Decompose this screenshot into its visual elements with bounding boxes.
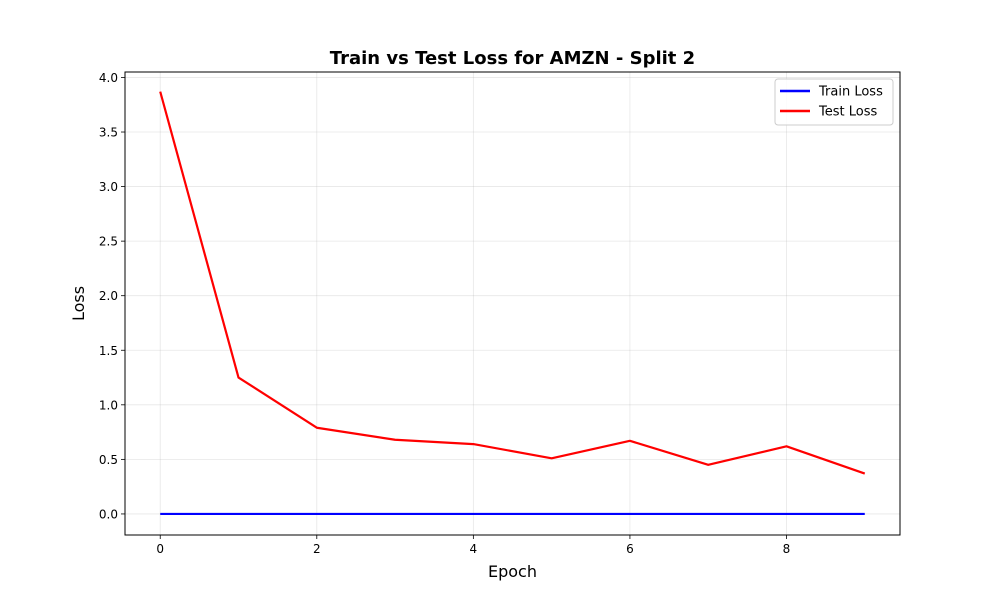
y-tick-label: 1.5: [99, 344, 118, 358]
y-tick-label: 2.5: [99, 235, 118, 249]
y-tick-label: 3.5: [99, 126, 118, 140]
y-tick-label: 3.0: [99, 180, 118, 194]
y-tick-label: 1.0: [99, 398, 118, 412]
y-tick-label: 0.0: [99, 507, 118, 521]
x-axis: 0 2 4 6 8: [156, 535, 790, 556]
y-axis: 0.0 0.5 1.0 1.5 2.0 2.5 3.0 3.5 4.0: [99, 71, 125, 521]
legend-label-train-loss: Train Loss: [818, 85, 883, 100]
legend-label-test-loss: Test Loss: [818, 105, 877, 120]
y-tick-label: 2.0: [99, 289, 118, 303]
plot-area-frame: [124, 71, 901, 536]
x-tick-label: 4: [470, 542, 478, 556]
y-tick-label: 0.5: [99, 453, 118, 467]
grid: [125, 72, 900, 535]
x-axis-label: Epoch: [488, 562, 537, 581]
chart-title: Train vs Test Loss for AMZN - Split 2: [330, 48, 695, 69]
x-tick-label: 6: [626, 542, 634, 556]
x-tick-label: 0: [156, 542, 164, 556]
legend: Train Loss Test Loss: [774, 78, 894, 126]
series-lines: [159, 91, 866, 516]
y-tick-label: 4.0: [99, 71, 118, 85]
x-tick-label: 2: [313, 542, 321, 556]
series-line-test-loss: [159, 91, 866, 475]
y-axis-label: Loss: [69, 286, 88, 321]
x-tick-label: 8: [783, 542, 791, 556]
